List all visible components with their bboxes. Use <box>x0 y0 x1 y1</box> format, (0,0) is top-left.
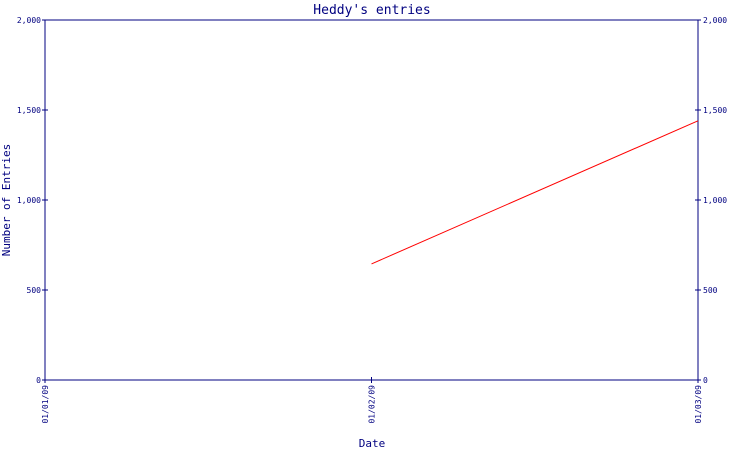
y-tick-label-right: 1,500 <box>703 106 727 115</box>
y-tick-label-right: 500 <box>703 286 718 295</box>
chart-title: Heddy's entries <box>313 3 430 18</box>
y-tick-label-right: 0 <box>703 376 708 385</box>
y-tick-label-left: 0 <box>36 376 41 385</box>
y-tick-label-right: 2,000 <box>703 16 727 25</box>
x-tick-label: 01/03/09 <box>694 385 703 424</box>
y-tick-label-left: 1,000 <box>17 196 41 205</box>
x-axis-ticks: 01/01/09 01/02/09 01/03/09 <box>41 377 703 424</box>
y-tick-label-left: 1,500 <box>17 106 41 115</box>
x-axis-label: Date <box>359 437 386 450</box>
x-tick-label: 01/01/09 <box>41 385 50 424</box>
series-layer <box>371 120 699 265</box>
y-axis-ticks: 0 0 500 500 1,000 1,000 1,500 1,500 2,000 2,000 <box>17 16 727 385</box>
y-tick-label-right: 1,000 <box>703 196 727 205</box>
plot-area <box>44 19 699 381</box>
y-tick-label-left: 500 <box>27 286 42 295</box>
x-tick-label: 01/02/09 <box>368 385 377 424</box>
y-axis-label: Number of Entries <box>0 144 13 257</box>
series-line <box>371 120 699 265</box>
y-tick-label-left: 2,000 <box>17 16 41 25</box>
